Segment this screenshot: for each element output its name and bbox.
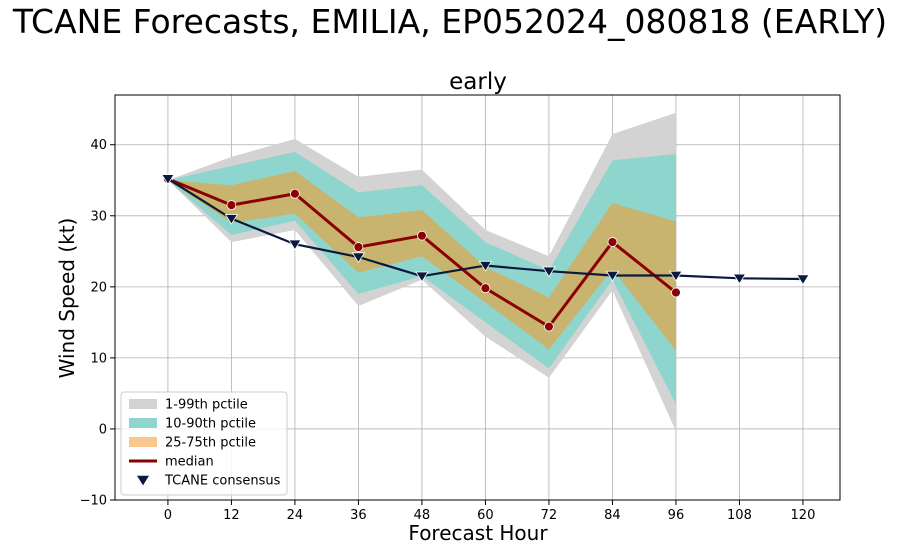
legend-label: TCANE consensus	[164, 474, 281, 489]
x-tick-label: 36	[350, 508, 367, 523]
y-tick-label: −10	[80, 494, 107, 509]
consensus-point	[605, 270, 620, 282]
consensus-point	[224, 214, 239, 225]
x-tick-label: 12	[223, 508, 240, 523]
legend-label: 1-99th pctile	[165, 398, 248, 413]
y-tick-label: 20	[90, 280, 107, 295]
x-tick-label: 48	[414, 508, 431, 523]
consensus-point	[288, 239, 302, 251]
legend-marker	[137, 475, 149, 486]
legend: 1-99th pctile 10-90th pctile 25-75th pctil…	[120, 391, 288, 496]
x-tick-label: 84	[604, 508, 621, 523]
x-tick-label: 96	[668, 508, 685, 523]
chart-title: TCANE Forecasts, EMILIA, EP052024_080818…	[12, 2, 887, 41]
legend-label: 25-75th pctile	[165, 436, 256, 451]
legend-box	[120, 391, 288, 496]
chart-subtitle: early	[449, 69, 507, 95]
y-tick-label: 0	[99, 422, 107, 437]
x-tick-label: 24	[287, 508, 304, 523]
y-axis-label: Wind Speed (kt)	[55, 218, 79, 379]
band-3	[167, 171, 676, 351]
x-tick-label: 60	[477, 508, 494, 523]
legend-label: median	[165, 455, 214, 470]
median-point	[607, 237, 618, 247]
median-point	[544, 321, 554, 332]
median-point	[353, 242, 364, 252]
consensus-point	[542, 266, 556, 278]
consensus-point	[732, 273, 747, 285]
legend-label: 10-90th pctile	[165, 417, 256, 432]
legend-swatch	[129, 399, 157, 409]
y-tick-label: 10	[90, 351, 107, 366]
legend-swatch	[129, 418, 157, 428]
consensus-point	[351, 252, 366, 264]
legend-swatch	[129, 437, 157, 447]
plot-frame	[114, 94, 841, 501]
x-axis-label: Forecast Hour	[408, 521, 548, 545]
consensus-point	[478, 260, 493, 272]
median-point	[480, 283, 491, 294]
consensus-point	[796, 274, 810, 286]
y-tick-label: 30	[90, 209, 107, 224]
median-point	[290, 188, 300, 199]
x-tick-label: 108	[727, 508, 752, 523]
median-point	[226, 200, 237, 211]
consensus-point	[415, 271, 429, 283]
x-tick-label: 72	[541, 508, 558, 523]
y-tick-label: 40	[90, 138, 107, 153]
median-point	[671, 287, 681, 298]
median-point	[417, 230, 427, 241]
x-tick-label: 120	[791, 508, 816, 523]
consensus-point	[161, 174, 175, 185]
consensus-point	[669, 270, 683, 282]
x-tick-label: 0	[164, 508, 172, 523]
